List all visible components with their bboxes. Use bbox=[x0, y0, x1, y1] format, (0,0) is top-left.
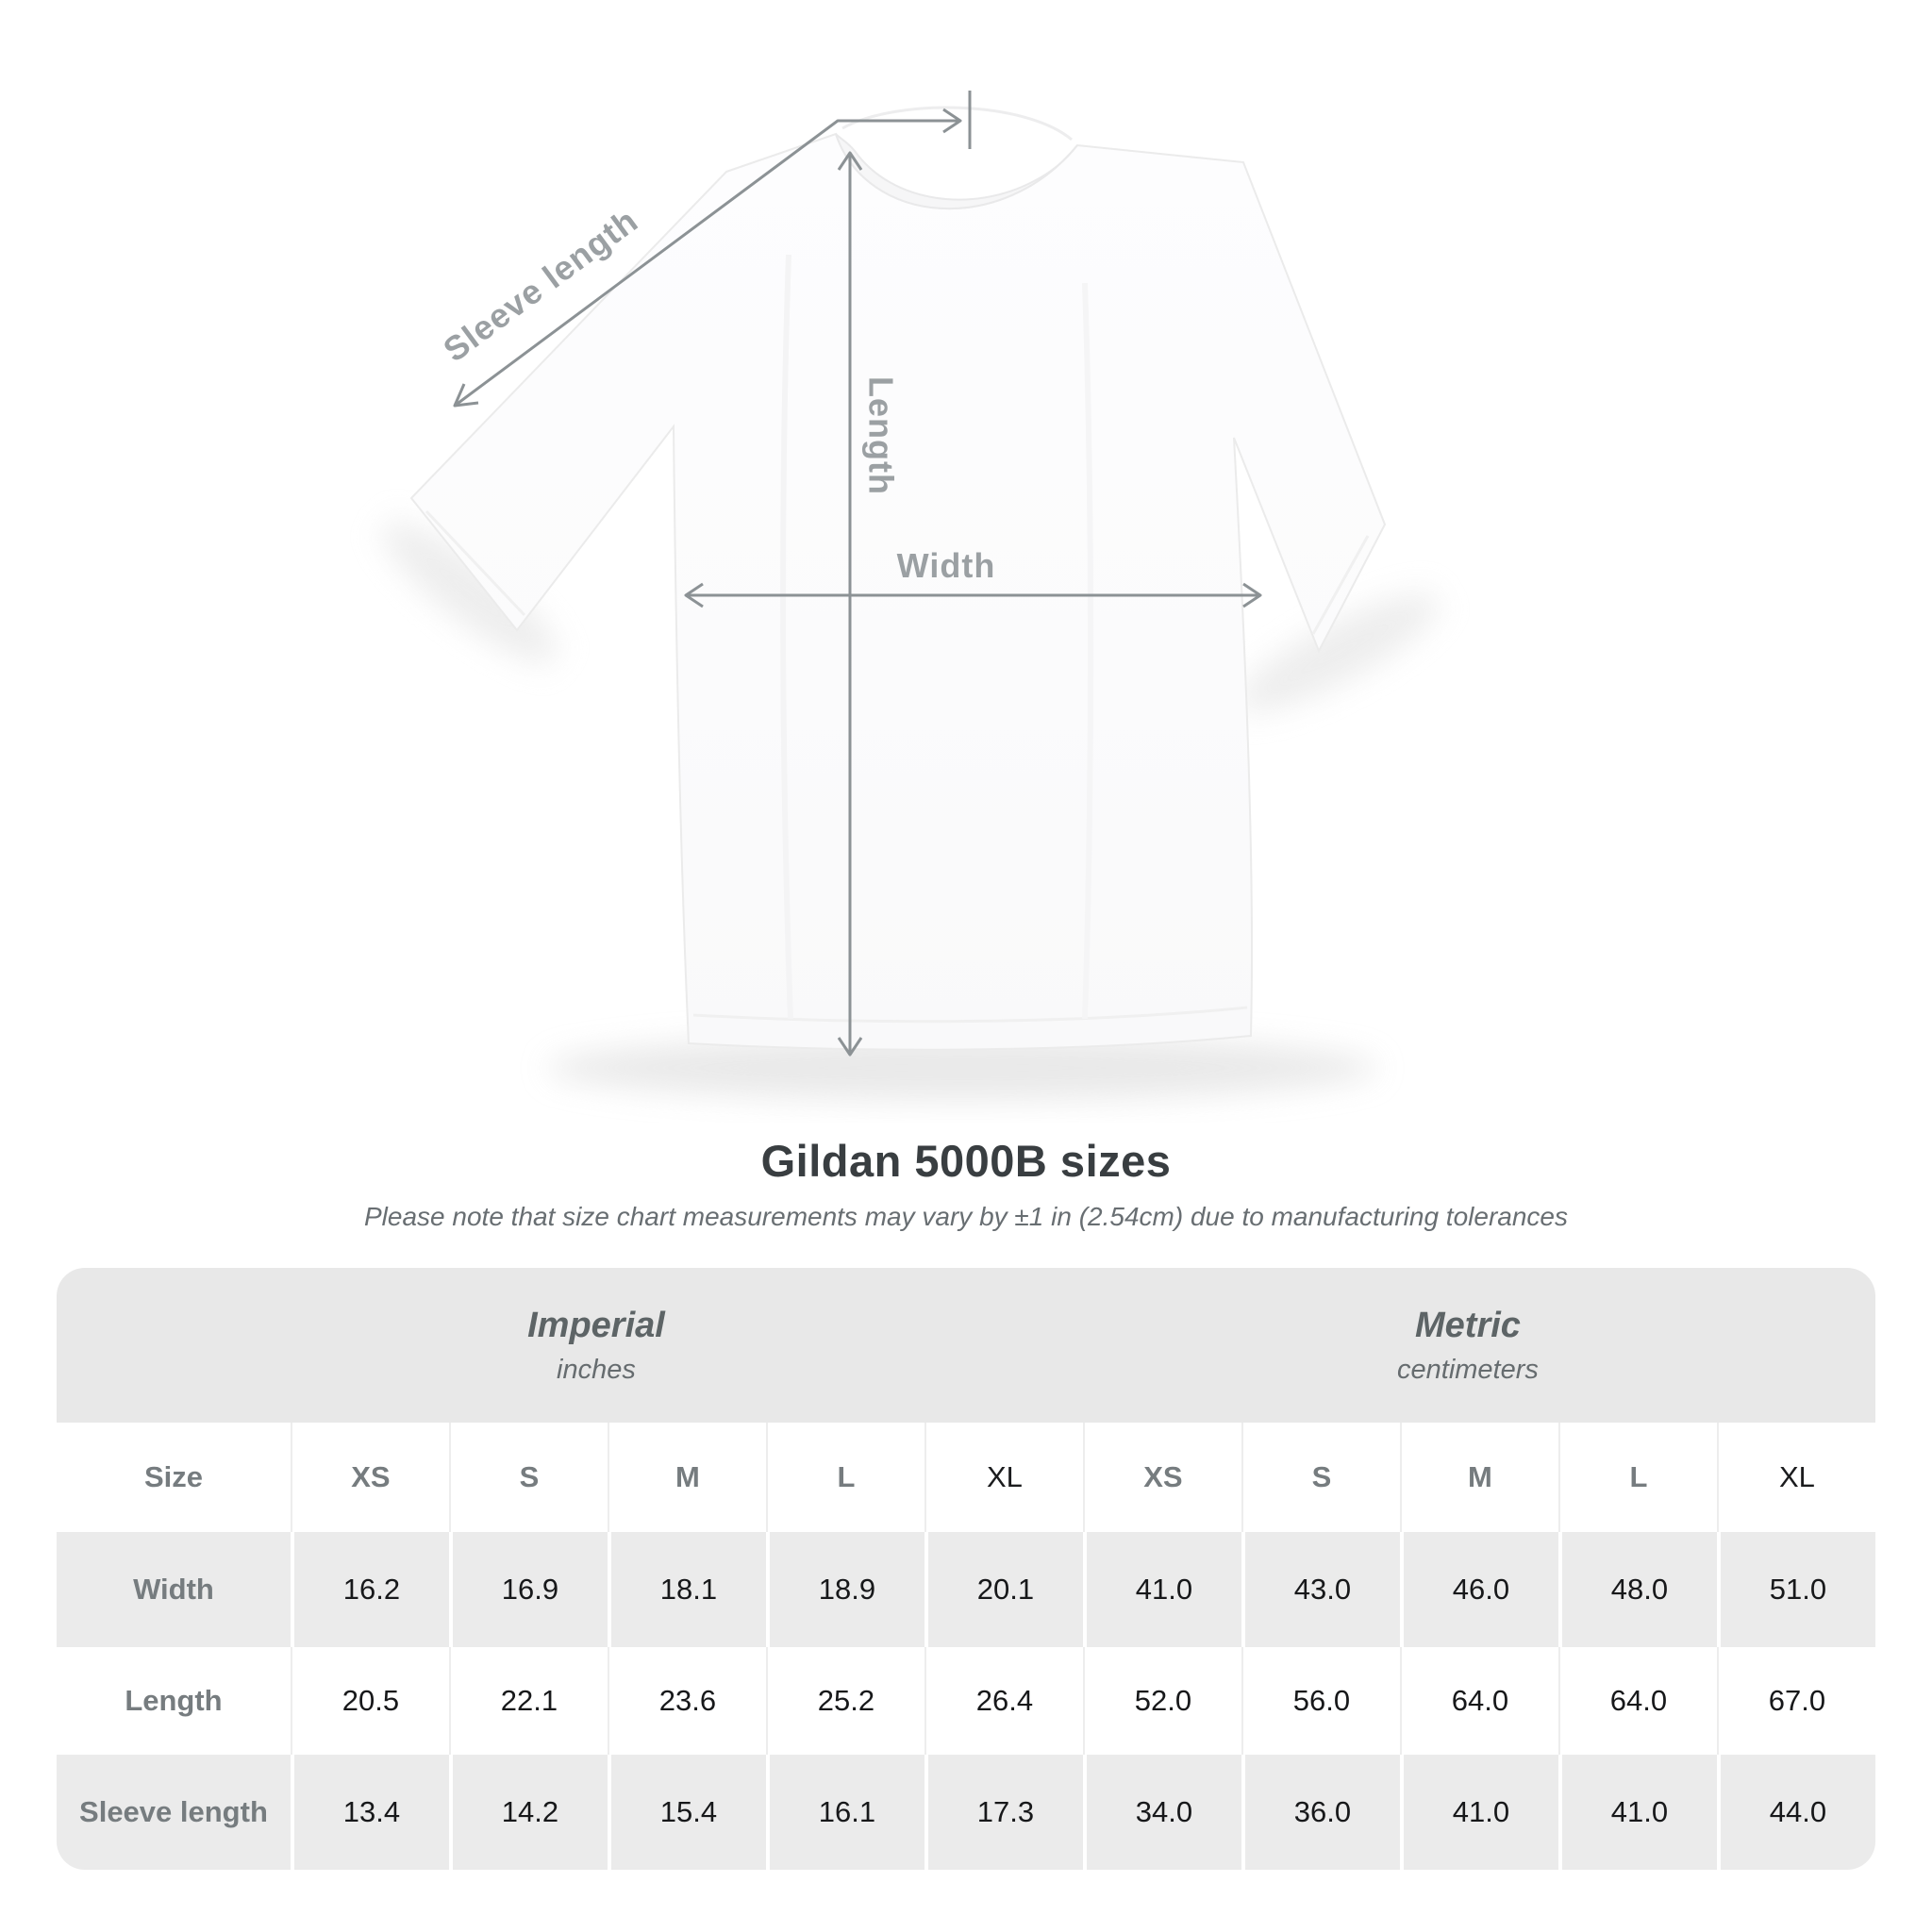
table-row-sleeve-length: Sleeve length 13.4 14.2 15.4 16.1 17.3 3… bbox=[57, 1755, 1875, 1870]
size-header-imperial-xl: XL bbox=[924, 1423, 1083, 1532]
value-cell: 13.4 bbox=[290, 1755, 449, 1870]
size-header-metric-s: S bbox=[1241, 1423, 1400, 1532]
size-header-metric-xl: XL bbox=[1716, 1423, 1875, 1532]
metric-group-name: Metric bbox=[1415, 1305, 1521, 1345]
page-title: Gildan 5000B sizes bbox=[760, 1136, 1172, 1186]
size-header-row: Size XS S M L XL XS S M L XL bbox=[57, 1423, 1875, 1532]
value-cell: 16.9 bbox=[448, 1532, 608, 1647]
unit-group-row: Imperial inches Metric centimeters bbox=[57, 1268, 1875, 1423]
tshirt-collar bbox=[835, 133, 1078, 209]
imperial-group-header: Imperial inches bbox=[57, 1268, 1083, 1423]
row-label-sleeve-length: Sleeve length bbox=[57, 1755, 291, 1870]
value-cell: 43.0 bbox=[1241, 1532, 1400, 1647]
value-cell: 41.0 bbox=[1082, 1532, 1241, 1647]
value-cell: 56.0 bbox=[1241, 1647, 1400, 1755]
size-col-header: Size bbox=[57, 1423, 291, 1532]
value-cell: 23.6 bbox=[607, 1647, 766, 1755]
value-cell: 15.4 bbox=[607, 1755, 766, 1870]
size-header-imperial-xs: XS bbox=[290, 1423, 449, 1532]
value-cell: 17.3 bbox=[924, 1755, 1083, 1870]
size-header-imperial-s: S bbox=[448, 1423, 608, 1532]
row-label-width: Width bbox=[57, 1532, 291, 1647]
tshirt-shadow bbox=[382, 522, 1439, 1100]
value-cell: 14.2 bbox=[448, 1755, 608, 1870]
size-table: Imperial inches Metric centimeters Size … bbox=[57, 1268, 1875, 1870]
metric-group-header: Metric centimeters bbox=[1082, 1268, 1875, 1423]
value-cell: 46.0 bbox=[1399, 1532, 1558, 1647]
value-cell: 52.0 bbox=[1082, 1647, 1241, 1755]
row-label-length: Length bbox=[57, 1647, 291, 1755]
metric-group-unit: centimeters bbox=[1397, 1354, 1539, 1385]
value-cell: 25.2 bbox=[765, 1647, 924, 1755]
value-cell: 26.4 bbox=[924, 1647, 1083, 1755]
value-cell: 48.0 bbox=[1557, 1532, 1717, 1647]
width-label: Width bbox=[897, 546, 996, 585]
imperial-group-name: Imperial bbox=[527, 1305, 665, 1345]
value-cell: 18.1 bbox=[607, 1532, 766, 1647]
width-arrow bbox=[684, 582, 1262, 608]
tolerance-note: Please note that size chart measurements… bbox=[364, 1202, 1568, 1231]
value-cell: 41.0 bbox=[1557, 1755, 1717, 1870]
value-cell: 51.0 bbox=[1716, 1532, 1875, 1647]
value-cell: 18.9 bbox=[765, 1532, 924, 1647]
value-cell: 36.0 bbox=[1241, 1755, 1400, 1870]
tshirt-figure: Sleeve length Length Width bbox=[382, 91, 1439, 1100]
size-header-metric-l: L bbox=[1557, 1423, 1717, 1532]
value-cell: 16.2 bbox=[290, 1532, 449, 1647]
value-cell: 64.0 bbox=[1399, 1647, 1558, 1755]
value-cell: 20.1 bbox=[924, 1532, 1083, 1647]
tshirt-image bbox=[409, 106, 1387, 1051]
length-label: Length bbox=[862, 376, 901, 495]
imperial-group-unit: inches bbox=[557, 1354, 636, 1385]
value-cell: 22.1 bbox=[448, 1647, 608, 1755]
size-header-metric-xs: XS bbox=[1082, 1423, 1241, 1532]
value-cell: 64.0 bbox=[1557, 1647, 1717, 1755]
value-cell: 20.5 bbox=[290, 1647, 449, 1755]
length-arrow bbox=[837, 151, 863, 1057]
value-cell: 16.1 bbox=[765, 1755, 924, 1870]
size-header-imperial-l: L bbox=[765, 1423, 924, 1532]
size-diagram: Sleeve length Length Width bbox=[382, 91, 1439, 1100]
table-row-width: Width 16.2 16.9 18.1 18.9 20.1 41.0 43.0… bbox=[57, 1532, 1875, 1647]
value-cell: 34.0 bbox=[1082, 1755, 1241, 1870]
value-cell: 41.0 bbox=[1399, 1755, 1558, 1870]
table-row-length: Length 20.5 22.1 23.6 25.2 26.4 52.0 56.… bbox=[57, 1647, 1875, 1755]
value-cell: 67.0 bbox=[1716, 1647, 1875, 1755]
sleeve-length-arrow bbox=[453, 91, 972, 408]
size-header-metric-m: M bbox=[1399, 1423, 1558, 1532]
size-header-imperial-m: M bbox=[607, 1423, 766, 1532]
value-cell: 44.0 bbox=[1716, 1755, 1875, 1870]
